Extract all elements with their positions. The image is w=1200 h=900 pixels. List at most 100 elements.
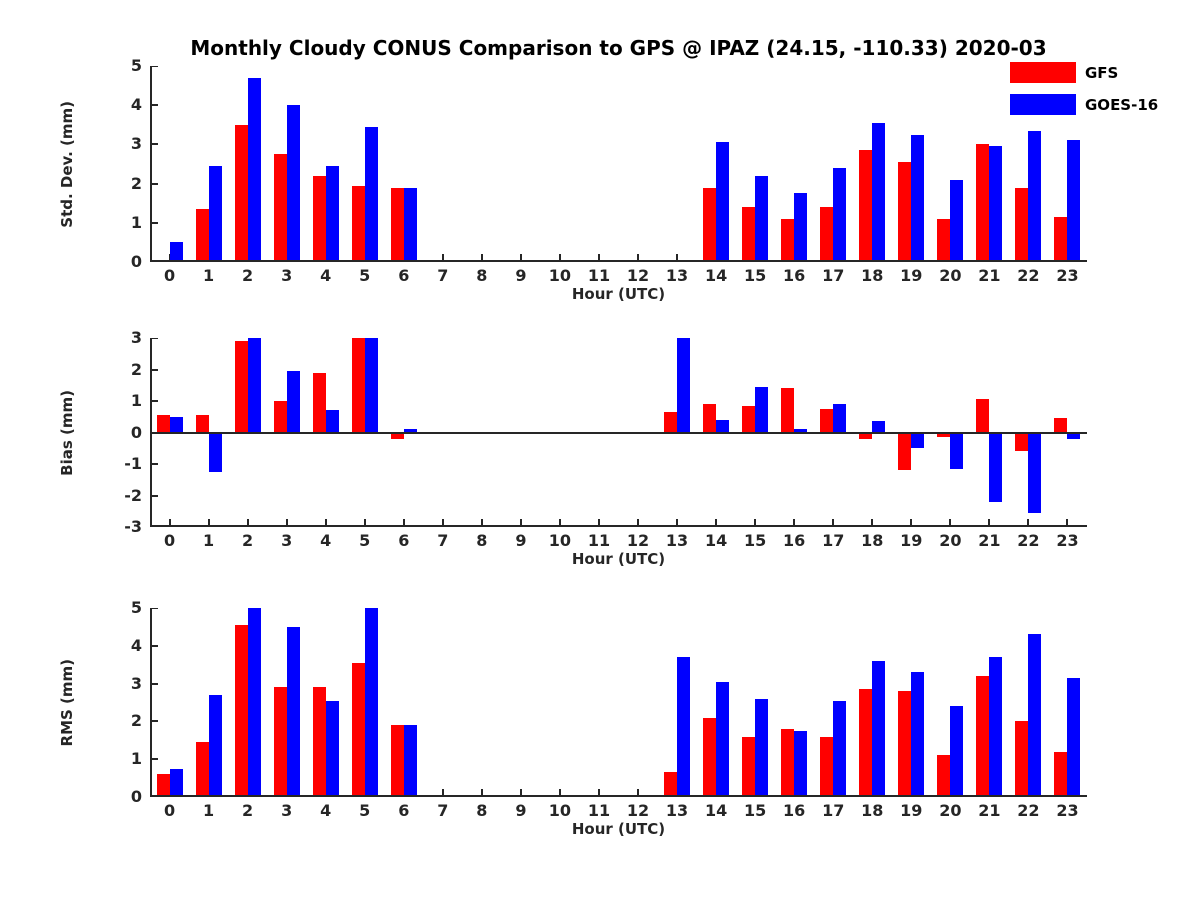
y-tick-label: 2	[130, 359, 142, 379]
y-tick-label: 3	[130, 134, 142, 154]
bar-goes16-hour-1	[208, 694, 222, 797]
bar-goes16-hour-19	[911, 432, 925, 449]
y-tick-mark	[150, 758, 158, 761]
bar-gfs-hour-5	[351, 185, 365, 262]
chart-title: Monthly Cloudy CONUS Comparison to GPS @…	[190, 36, 1047, 60]
x-tick-mark	[715, 519, 718, 527]
x-tick-mark	[832, 519, 835, 527]
bar-goes16-hour-3	[286, 626, 300, 797]
bar-goes16-hour-16	[794, 730, 808, 797]
x-tick-mark	[910, 519, 913, 527]
x-tick-label: 10	[548, 531, 572, 550]
x-tick-label: 6	[398, 801, 410, 820]
bar-gfs-hour-3	[273, 687, 287, 797]
bar-goes16-hour-14	[716, 681, 730, 797]
x-tick-mark	[1027, 519, 1030, 527]
y-axis-title: Std. Dev. (mm)	[17, 66, 117, 262]
y-tick-label: 0	[130, 252, 142, 271]
y-tick-label: 4	[130, 95, 142, 115]
x-tick-label: 11	[587, 266, 611, 285]
x-tick-label: 12	[626, 531, 650, 550]
bar-gfs-hour-23	[1054, 751, 1068, 797]
x-tick-label: 1	[202, 801, 215, 820]
legend: GFS GOES-16	[1010, 62, 1158, 126]
y-tick-label: 2	[130, 173, 142, 193]
bar-gfs-hour-22	[1015, 187, 1029, 262]
x-axis-title: Hour (UTC)	[571, 285, 666, 303]
bar-gfs-hour-20	[937, 432, 951, 438]
x-tick-mark	[558, 519, 561, 527]
x-tick-mark	[480, 519, 483, 527]
x-tick-label: 17	[822, 801, 845, 820]
y-tick-mark	[150, 66, 158, 67]
x-tick-label: 16	[783, 801, 806, 820]
x-tick-label: 19	[900, 801, 923, 820]
x-tick-mark	[597, 519, 600, 527]
bar-gfs-hour-16	[781, 728, 795, 797]
x-tick-mark	[285, 519, 288, 527]
x-tick-label: 2	[242, 531, 254, 550]
bar-gfs-hour-18	[859, 432, 873, 439]
bar-gfs-hour-6	[390, 725, 404, 797]
x-tick-mark	[637, 519, 640, 527]
bar-goes16-hour-14	[716, 419, 730, 433]
y-axis-line	[150, 66, 152, 262]
y-tick-mark	[150, 644, 158, 647]
x-tick-mark	[168, 519, 171, 527]
y-tick-mark	[150, 221, 158, 224]
bar-goes16-hour-22	[1028, 130, 1042, 262]
x-tick-label: 18	[861, 266, 884, 285]
y-tick-label: 5	[130, 598, 142, 617]
bar-gfs-hour-6	[390, 432, 404, 439]
bar-gfs-hour-19	[898, 162, 912, 262]
x-tick-label: 5	[359, 266, 371, 285]
bar-gfs-hour-14	[703, 404, 717, 433]
bar-gfs-hour-4	[312, 175, 326, 262]
y-tick-mark	[150, 608, 158, 609]
y-tick-mark	[150, 682, 158, 685]
bar-gfs-hour-4	[312, 372, 326, 433]
bar-gfs-hour-3	[273, 401, 287, 433]
bar-gfs-hour-20	[937, 218, 951, 262]
x-tick-label: 9	[515, 801, 527, 820]
y-tick-mark	[150, 338, 158, 339]
bar-goes16-hour-6	[403, 429, 417, 433]
x-tick-mark	[558, 789, 561, 797]
plot-area	[150, 338, 1087, 527]
bar-gfs-hour-13	[664, 412, 678, 433]
y-tick-mark	[150, 104, 158, 107]
bar-goes16-hour-18	[872, 660, 886, 797]
bar-gfs-hour-17	[820, 408, 834, 433]
zero-line	[150, 431, 1087, 434]
y-tick-mark	[150, 494, 158, 497]
y-tick-label: -2	[124, 485, 142, 505]
x-tick-mark	[676, 254, 679, 262]
plot-area	[150, 608, 1087, 797]
y-tick-label: 1	[130, 391, 142, 410]
x-tick-mark	[402, 519, 405, 527]
y-axis-title-text: Std. Dev. (mm)	[58, 100, 76, 228]
bar-gfs-hour-20	[937, 755, 951, 797]
x-tick-mark	[949, 519, 952, 527]
x-tick-label: 20	[939, 531, 962, 550]
bar-gfs-hour-1	[195, 209, 209, 262]
bar-goes16-hour-3	[286, 371, 300, 433]
bar-goes16-hour-1	[208, 432, 222, 472]
bar-gfs-hour-23	[1054, 216, 1068, 262]
x-tick-label: 11	[587, 801, 611, 820]
x-tick-label: 14	[704, 801, 728, 820]
bar-goes16-hour-23	[1067, 140, 1081, 262]
bar-gfs-hour-19	[898, 691, 912, 797]
x-tick-mark	[871, 519, 874, 527]
x-tick-label: 19	[900, 531, 923, 550]
y-tick-label: 5	[130, 56, 142, 75]
bar-goes16-hour-15	[755, 386, 769, 433]
x-tick-label: 14	[704, 531, 728, 550]
bar-goes16-hour-14	[716, 142, 730, 262]
x-tick-mark	[1066, 519, 1069, 527]
x-tick-label: 15	[744, 531, 767, 550]
x-tick-label: 0	[163, 801, 176, 820]
x-axis-line	[150, 525, 1087, 527]
bar-gfs-hour-15	[742, 405, 756, 433]
